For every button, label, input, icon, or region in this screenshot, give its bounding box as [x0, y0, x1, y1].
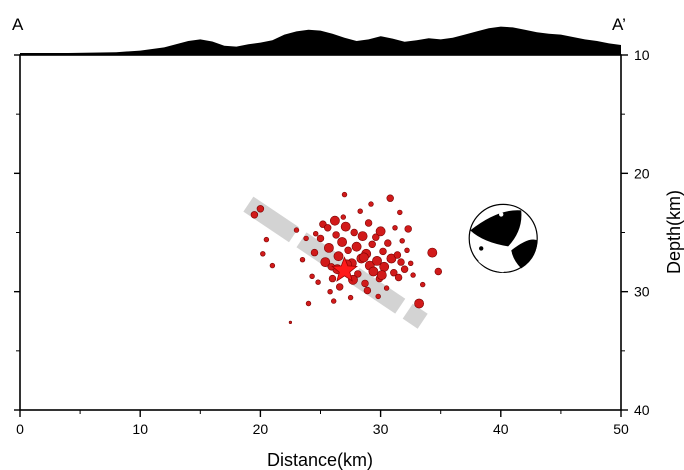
event-point [375, 226, 386, 237]
event-point [404, 225, 412, 233]
event-point [269, 262, 276, 269]
y-tick-label: 30 [634, 284, 650, 300]
profile-start-label: A [12, 15, 24, 34]
event-point [351, 241, 362, 252]
event-point [394, 273, 403, 282]
event-point [392, 225, 398, 231]
event-point [427, 247, 438, 258]
event-point [328, 274, 337, 283]
t-axis-dot [499, 212, 504, 217]
event-point [386, 194, 394, 202]
event-point [368, 201, 374, 207]
y-axis-ticks: 10 20 30 40 [14, 47, 650, 418]
p-axis-dot [479, 246, 484, 251]
event-point [363, 286, 372, 295]
event-point [256, 205, 265, 213]
event-point [390, 269, 398, 277]
focal-mechanism-beachball [468, 203, 538, 273]
y-axis-label: Depth(km) [664, 190, 684, 274]
event-point [336, 283, 344, 291]
event-point [324, 224, 332, 232]
profile-end-label: A’ [612, 15, 626, 34]
y-tick-label: 40 [634, 402, 650, 418]
event-point [333, 251, 344, 262]
x-tick-label: 40 [493, 421, 509, 437]
event-point [315, 279, 321, 285]
event-point [305, 300, 312, 307]
event-point [354, 270, 362, 278]
x-tick-label: 20 [253, 421, 269, 437]
event-point [316, 234, 325, 243]
event-point [361, 279, 369, 288]
event-point [340, 214, 346, 220]
x-axis-ticks: 0 10 20 30 40 50 [16, 410, 629, 437]
event-point [347, 294, 354, 301]
event-point [397, 209, 403, 216]
event-point [358, 252, 369, 263]
x-tick-label: 10 [132, 421, 148, 437]
event-point [410, 272, 416, 278]
event-point [332, 231, 340, 239]
event-point [368, 266, 379, 277]
event-point [337, 237, 347, 247]
event-point [386, 253, 397, 264]
event-point [357, 208, 363, 214]
mainshock-star [331, 256, 358, 282]
event-point [331, 298, 337, 304]
x-tick-label: 50 [613, 421, 629, 437]
event-point [375, 293, 381, 300]
event-point [372, 255, 382, 266]
event-point [404, 247, 410, 254]
event-point [420, 281, 426, 288]
event-point [383, 285, 390, 291]
event-point [350, 228, 358, 237]
event-point [250, 211, 259, 219]
y-tick-label: 20 [634, 165, 650, 181]
event-point [357, 231, 368, 241]
event-point [313, 231, 319, 237]
event-point [384, 239, 392, 247]
event-point [372, 233, 380, 241]
x-tick-label: 30 [373, 421, 389, 437]
event-point [323, 242, 334, 253]
event-point [414, 298, 424, 309]
event-point [368, 240, 376, 249]
event-point [320, 257, 331, 267]
event-point [327, 289, 333, 295]
event-point [340, 221, 351, 232]
fault-band [243, 196, 428, 329]
event-point [303, 235, 309, 242]
seismic-events [250, 191, 442, 325]
event-point [293, 227, 300, 233]
event-point [379, 247, 387, 256]
event-point [260, 251, 266, 257]
event-point [397, 258, 405, 266]
event-point [400, 265, 409, 273]
event-point [263, 236, 270, 243]
event-point [288, 320, 293, 325]
topography-profile [20, 26, 621, 55]
event-point [341, 191, 348, 198]
event-point [393, 251, 402, 259]
event-point [376, 270, 387, 280]
x-axis-label: Distance(km) [267, 450, 373, 470]
x-tick-label: 0 [16, 421, 24, 437]
event-point [408, 260, 414, 266]
event-point [364, 219, 373, 227]
event-point [434, 267, 442, 276]
event-point [379, 261, 390, 272]
event-point [310, 248, 319, 257]
event-point [344, 246, 352, 255]
event-point [329, 215, 340, 226]
event-point [299, 257, 306, 263]
y-tick-label: 10 [634, 47, 650, 63]
event-point [309, 273, 315, 279]
event-point [399, 238, 405, 244]
